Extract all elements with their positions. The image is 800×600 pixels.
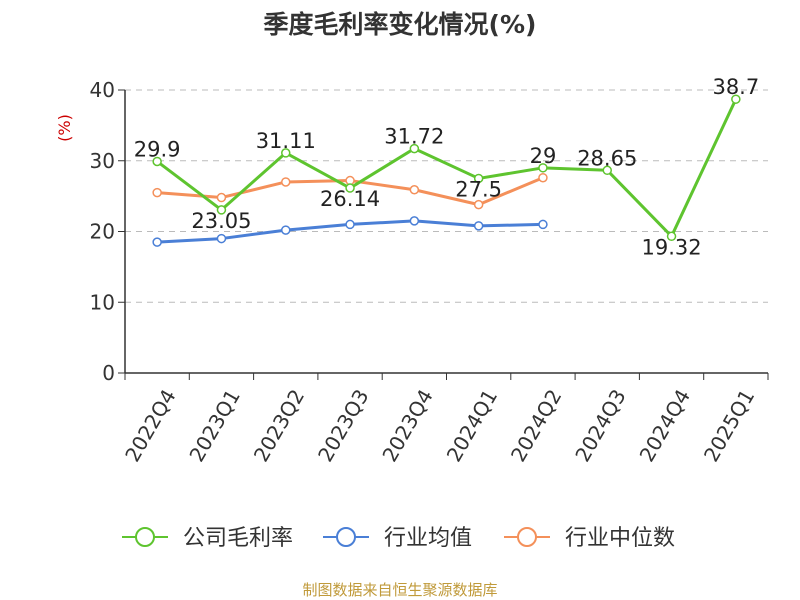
data-point[interactable] xyxy=(409,143,420,154)
legend-label: 行业中位数 xyxy=(565,526,675,551)
legend-marker-icon xyxy=(517,527,537,547)
data-point[interactable] xyxy=(345,219,355,230)
data-label: 26.14 xyxy=(320,187,380,211)
x-tick-label: 2024Q2 xyxy=(506,385,566,466)
data-point[interactable] xyxy=(538,172,548,183)
data-labels: 29.9 23.05 31.11 26.14 31.72 27.5 29 28.65 19.32… xyxy=(134,75,759,259)
y-tick-label: 10 xyxy=(90,290,115,314)
y-axis-label: (%) xyxy=(55,114,74,142)
data-point[interactable] xyxy=(216,192,227,203)
x-tick-label: 2023Q4 xyxy=(377,385,437,466)
data-label: 27.5 xyxy=(455,177,502,201)
x-tick-label: 2024Q1 xyxy=(442,385,502,466)
series-2 xyxy=(152,172,548,210)
data-point[interactable] xyxy=(409,216,420,226)
series-line xyxy=(156,98,738,238)
x-tick-label: 2024Q4 xyxy=(635,385,695,466)
x-tick-label: 2025Q1 xyxy=(699,385,759,466)
data-point[interactable] xyxy=(473,221,484,231)
data-label: 19.32 xyxy=(641,235,701,259)
y-tick-label: 20 xyxy=(90,220,115,244)
data-label: 29 xyxy=(530,144,557,168)
data-point[interactable] xyxy=(216,233,227,244)
data-label: 31.72 xyxy=(384,125,444,149)
legend-label: 行业均值 xyxy=(384,526,472,551)
grid-lines xyxy=(125,89,768,303)
data-label: 38.7 xyxy=(712,75,759,99)
data-point[interactable] xyxy=(666,231,677,242)
data-point[interactable] xyxy=(473,199,484,210)
data-point[interactable] xyxy=(152,156,162,167)
legend[interactable]: 公司毛利率 行业均值 行业中位数 xyxy=(122,526,675,551)
legend-label: 公司毛利率 xyxy=(183,526,293,551)
series-0 xyxy=(152,94,741,242)
data-point[interactable] xyxy=(538,219,548,230)
x-tick-label: 2024Q3 xyxy=(570,385,630,466)
data-label: 29.9 xyxy=(134,137,181,161)
legend-item-1[interactable]: 行业均值 xyxy=(323,526,472,551)
x-tick-label: 2023Q2 xyxy=(249,385,309,466)
data-source-note: 制图数据来自恒生聚源数据库 xyxy=(302,581,497,599)
series-lines xyxy=(152,94,741,247)
data-point[interactable] xyxy=(281,148,291,158)
series-1 xyxy=(152,216,548,247)
x-tick-label: 2023Q1 xyxy=(184,385,244,466)
legend-item-0[interactable]: 公司毛利率 xyxy=(122,526,293,551)
legend-marker-icon xyxy=(336,527,356,547)
data-point[interactable] xyxy=(281,177,291,187)
data-label: 28.65 xyxy=(577,146,637,170)
data-point[interactable] xyxy=(216,205,227,215)
data-point[interactable] xyxy=(473,173,484,184)
data-point[interactable] xyxy=(152,187,162,198)
data-label: 31.11 xyxy=(256,129,316,153)
legend-marker-icon xyxy=(135,527,155,547)
chart-title: 季度毛利率变化情况(%) xyxy=(264,10,537,39)
data-point[interactable] xyxy=(152,237,162,247)
x-tick-label: 2022Q4 xyxy=(120,385,180,466)
data-label: 23.05 xyxy=(191,209,251,233)
y-tick-label: 40 xyxy=(90,78,115,102)
y-tick-label: 0 xyxy=(102,361,115,385)
data-point[interactable] xyxy=(345,183,355,193)
data-point[interactable] xyxy=(409,185,420,195)
data-point[interactable] xyxy=(538,163,548,173)
legend-item-2[interactable]: 行业中位数 xyxy=(504,526,675,551)
x-tick-label: 2023Q3 xyxy=(313,385,373,466)
y-tick-label: 30 xyxy=(90,149,115,173)
data-point[interactable] xyxy=(602,165,612,176)
data-point[interactable] xyxy=(731,94,741,104)
data-point[interactable] xyxy=(281,225,291,235)
